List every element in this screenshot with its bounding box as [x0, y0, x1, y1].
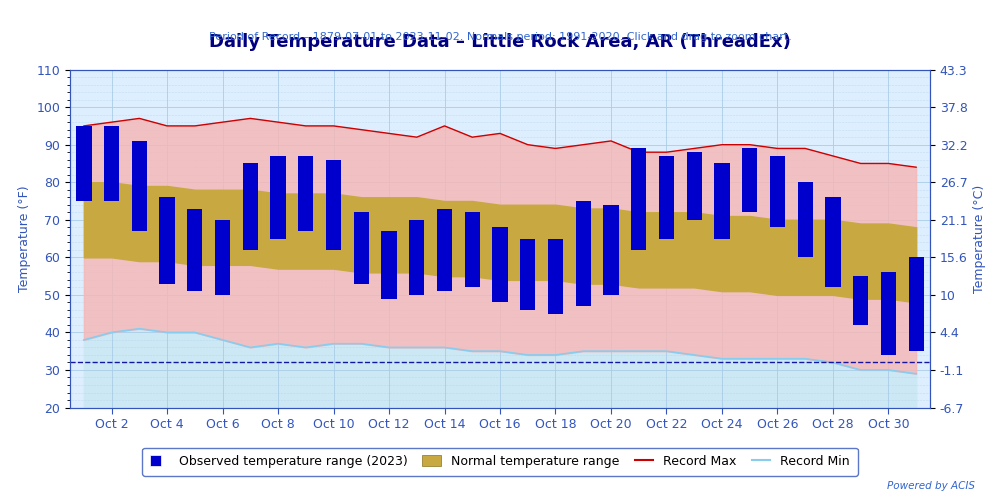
Bar — [492, 227, 508, 302]
Bar — [659, 156, 674, 239]
Bar — [159, 197, 175, 284]
Bar — [742, 149, 757, 212]
Y-axis label: Temperature (°F): Temperature (°F) — [18, 185, 31, 292]
Bar — [770, 156, 785, 227]
Text: Period of Record – 1879-07-01 to 2023-11-02. Normals period: 1991-2020. Click an: Period of Record – 1879-07-01 to 2023-11… — [209, 32, 791, 42]
Bar — [270, 156, 286, 239]
Bar — [687, 152, 702, 220]
Bar — [381, 231, 397, 299]
Bar — [104, 126, 119, 201]
Bar — [215, 220, 230, 295]
Bar — [909, 257, 924, 351]
Bar — [548, 239, 563, 314]
Bar — [437, 209, 452, 291]
Bar — [520, 239, 535, 310]
Bar — [631, 149, 646, 250]
Bar — [714, 164, 730, 239]
Text: Powered by ACIS: Powered by ACIS — [887, 481, 975, 491]
Bar — [76, 126, 92, 201]
Bar — [409, 220, 424, 295]
Bar — [465, 212, 480, 287]
Bar — [132, 141, 147, 231]
Y-axis label: Temperature (°C): Temperature (°C) — [973, 184, 986, 293]
Bar — [576, 201, 591, 306]
Bar — [187, 209, 202, 291]
Bar — [298, 156, 313, 231]
Bar — [243, 164, 258, 250]
Bar — [603, 205, 619, 295]
Bar — [798, 182, 813, 257]
Bar — [853, 276, 868, 325]
Bar — [326, 160, 341, 250]
Bar — [881, 272, 896, 355]
Legend: Observed temperature range (2023), Normal temperature range, Record Max, Record : Observed temperature range (2023), Norma… — [142, 448, 858, 476]
Title: Daily Temperature Data – Little Rock Area, AR (ThreadEx): Daily Temperature Data – Little Rock Are… — [209, 33, 791, 51]
Bar — [354, 212, 369, 284]
Bar — [825, 197, 841, 287]
